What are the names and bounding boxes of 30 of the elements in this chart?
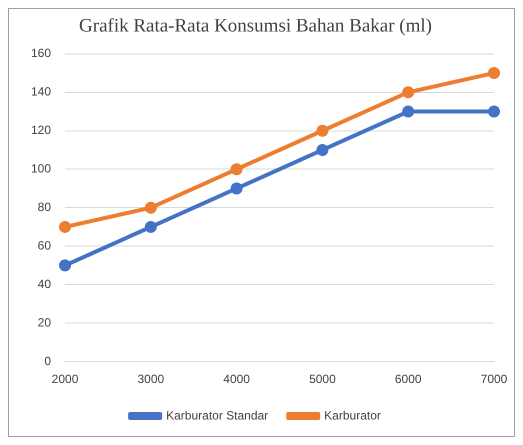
y-tick-label: 0 — [44, 354, 52, 368]
x-tick-label: 6000 — [394, 372, 422, 386]
legend-label: Karburator Standar — [166, 408, 268, 422]
point — [59, 220, 72, 233]
point — [230, 182, 243, 194]
y-tick-label: 20 — [38, 315, 52, 330]
point — [402, 86, 414, 98]
y-tick-label: 120 — [30, 123, 52, 138]
y-tick-label: 60 — [38, 238, 52, 252]
y-tick-label: 100 — [30, 162, 52, 176]
y-tick-label: 160 — [30, 46, 52, 60]
x-tick-label: 2000 — [52, 372, 79, 386]
point — [230, 163, 243, 176]
x-tick-label: 3000 — [137, 372, 164, 386]
point — [316, 124, 328, 137]
y-tick-label: 40 — [38, 276, 52, 291]
x-tick-label: 4000 — [223, 372, 250, 386]
point — [402, 106, 414, 118]
point — [488, 106, 500, 118]
y-tick-label: 80 — [38, 200, 52, 214]
point — [144, 202, 157, 214]
chart-title: Grafik Rata-Rata Konsumsi Bahan Bakar (ml) — [79, 15, 432, 36]
point — [488, 67, 500, 80]
x-tick-label: 7000 — [480, 372, 508, 386]
legend-label: Karburator — [324, 408, 381, 422]
point — [59, 259, 72, 272]
y-tick-label: 140 — [30, 84, 52, 99]
x-tick-label: 5000 — [309, 372, 336, 386]
point — [316, 144, 328, 156]
point — [144, 220, 157, 233]
